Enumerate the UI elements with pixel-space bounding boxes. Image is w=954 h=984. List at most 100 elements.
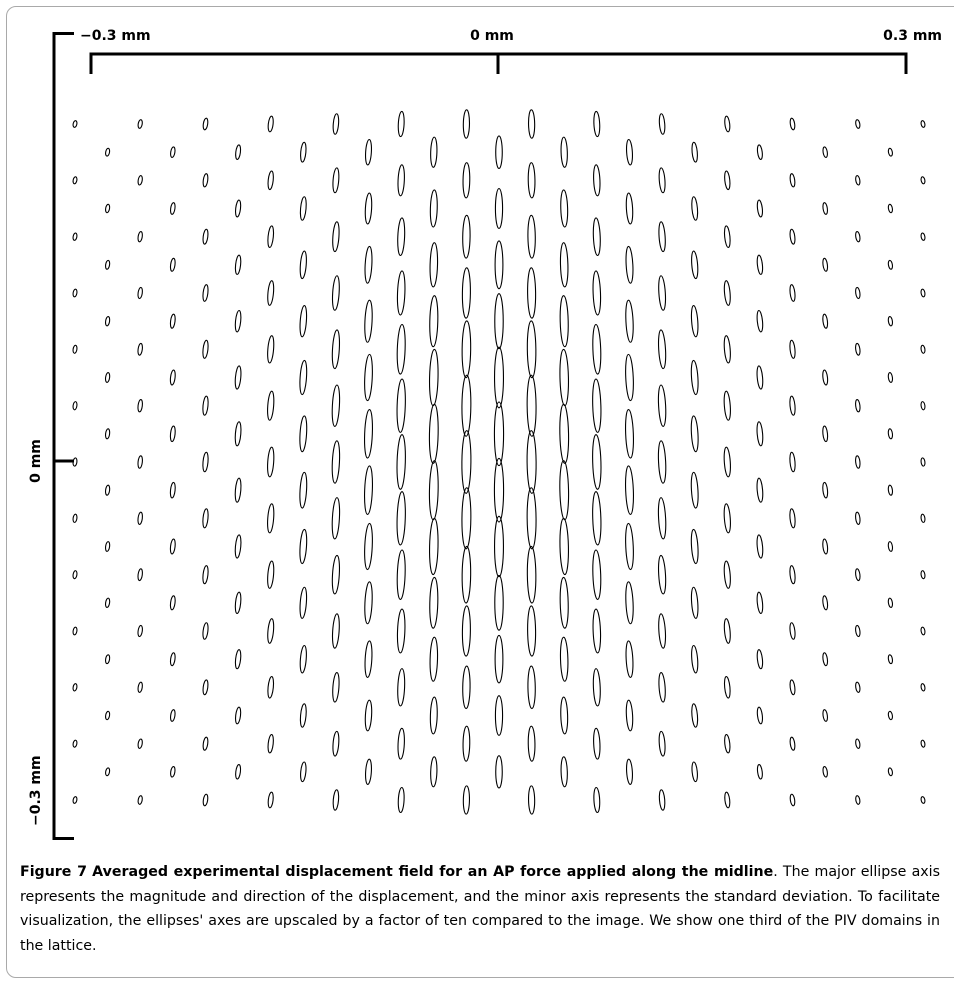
displacement-ellipse [855,681,861,693]
displacement-ellipse [137,738,143,749]
displacement-ellipse [170,766,176,778]
displacement-ellipse [234,365,242,390]
displacement-ellipse [397,110,405,138]
displacement-ellipse [104,259,111,270]
displacement-ellipse [72,683,78,692]
displacement-ellipse [691,644,699,674]
displacement-ellipse [690,471,699,509]
displacement-ellipse [137,119,143,129]
figure-caption: Figure 7 Averaged experimental displacem… [20,860,940,958]
displacement-ellipse [559,576,569,629]
displacement-ellipse [105,147,111,157]
displacement-ellipse [658,113,666,135]
displacement-ellipse [920,176,926,185]
displacement-ellipse [789,793,796,807]
displacement-ellipse [887,597,894,609]
displacement-ellipse [169,369,176,386]
displacement-ellipse [430,756,438,788]
displacement-ellipse [137,455,143,469]
displacement-ellipse [625,138,634,166]
displacement-ellipse [493,457,505,523]
displacement-ellipse [364,640,373,679]
displacement-ellipse [234,706,242,725]
displacement-ellipse [920,739,926,748]
displacement-ellipse [428,348,439,407]
displacement-ellipse [691,703,699,728]
displacement-ellipse [756,477,764,503]
displacement-ellipse [560,136,568,168]
displacement-ellipse [396,434,406,490]
displacement-ellipse [855,738,861,749]
displacement-ellipse [723,280,731,306]
displacement-ellipse [105,710,111,721]
displacement-ellipse [169,425,176,443]
displacement-ellipse [789,565,796,585]
displacement-ellipse [72,232,78,241]
displacement-ellipse [559,295,569,348]
displacement-ellipse [624,408,635,459]
displacement-ellipse [137,342,143,356]
displacement-ellipse [494,240,504,290]
displacement-ellipse [723,676,731,699]
displacement-ellipse [625,353,634,402]
displacement-ellipse [691,250,699,280]
displacement-ellipse [72,401,78,411]
displacement-ellipse [527,267,537,319]
displacement-ellipse [493,401,505,467]
displacement-ellipse [169,652,176,667]
displacement-ellipse [331,329,341,370]
displacement-ellipse [202,395,209,416]
displacement-ellipse [234,591,242,615]
displacement-ellipse [625,758,634,785]
displacement-ellipse [592,270,602,316]
displacement-ellipse [822,369,829,386]
displacement-ellipse [300,141,307,163]
displacement-ellipse [887,259,894,270]
displacement-ellipse [526,487,537,550]
displacement-ellipse [137,175,143,186]
displacement-ellipse [789,173,796,188]
displacement-ellipse [527,214,536,259]
displacement-ellipse [332,221,340,253]
displacement-ellipse [364,581,373,625]
displacement-ellipse [526,430,537,494]
displacement-ellipse [756,365,764,390]
displacement-ellipse [657,554,667,595]
displacement-ellipse [169,538,176,555]
displacement-ellipse [299,250,307,280]
displacement-ellipse [396,491,406,546]
x-center-label: 0 mm [470,28,514,44]
displacement-ellipse [234,649,242,670]
displacement-ellipse [137,231,143,243]
displacement-ellipse [887,767,893,777]
displacement-ellipse [462,665,471,710]
displacement-ellipse [202,793,209,807]
displacement-ellipse [332,113,340,135]
displacement-ellipse [331,275,340,311]
displacement-ellipse [494,695,504,736]
displacement-ellipse [396,378,406,433]
displacement-ellipse [299,644,307,674]
displacement-ellipse [822,425,829,443]
displacement-ellipse [592,549,602,600]
displacement-ellipse [855,286,861,300]
y-center-label: 0 mm [28,439,44,483]
displacement-ellipse [494,187,504,230]
displacement-ellipse [267,618,275,644]
displacement-ellipse [430,136,438,168]
figure-frame [6,6,954,978]
displacement-ellipse [756,534,764,559]
displacement-ellipse [691,141,698,163]
displacement-ellipse [756,254,764,275]
displacement-ellipse [72,344,78,354]
displacement-ellipse [331,554,341,595]
y-bottom-label: −0.3 mm [28,755,44,826]
displacement-ellipse [72,570,78,580]
displacement-ellipse [429,636,439,682]
displacement-ellipse [920,232,926,241]
displacement-ellipse [104,654,111,665]
displacement-ellipse [267,560,275,589]
displacement-ellipse [331,613,340,649]
displacement-ellipse [625,192,634,225]
displacement-ellipse [396,549,406,600]
